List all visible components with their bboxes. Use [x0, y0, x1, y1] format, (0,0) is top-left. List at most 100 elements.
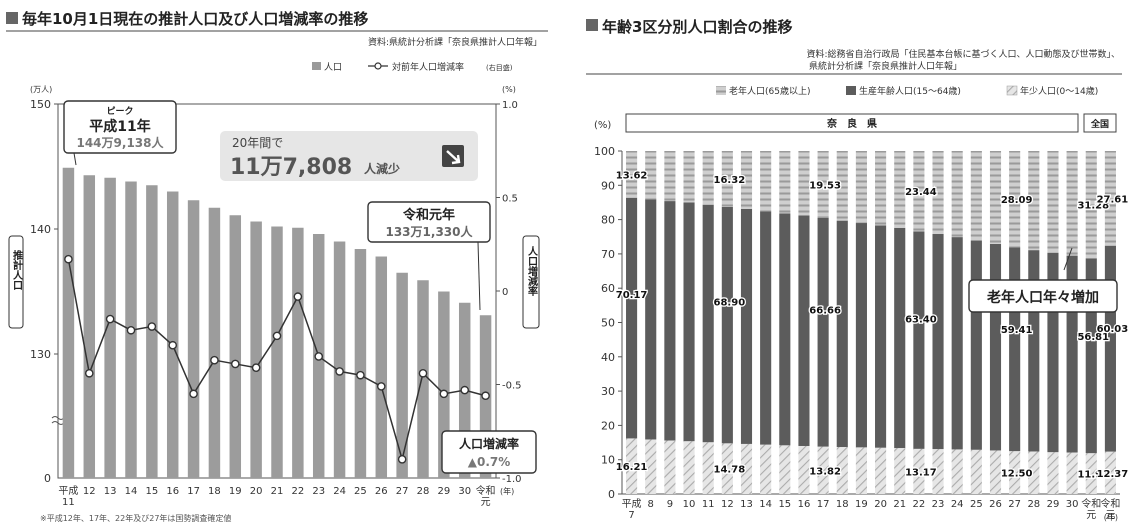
y-tick: 50	[601, 317, 615, 330]
legend-working-swatch	[846, 86, 856, 95]
rate-point	[356, 370, 365, 380]
x-tick-label: 10	[683, 499, 696, 510]
population-bar	[292, 227, 304, 478]
old-value-label: 13.62	[616, 170, 648, 181]
working-bar	[932, 234, 944, 450]
x-tick-label: 30	[458, 486, 471, 497]
axis-break	[51, 416, 65, 425]
x-tick-label: 平成	[58, 485, 78, 497]
young-bar	[645, 439, 657, 494]
source-line-2: 県統計分析課「奈良県推計人口年報」	[809, 60, 962, 72]
x-tick-label: 21	[893, 499, 906, 510]
x-tick-label: 17	[187, 486, 200, 497]
working-bar	[760, 211, 772, 445]
population-bar	[166, 191, 179, 478]
x-tick-label: 15	[778, 499, 791, 510]
x-tick-label: 14	[759, 499, 772, 510]
rate-point	[168, 340, 178, 350]
old-bar	[932, 151, 944, 235]
old-value-label: 23.44	[905, 187, 937, 198]
old-bar	[740, 151, 753, 209]
working-bar	[702, 204, 714, 443]
rate-point	[293, 292, 303, 301]
working-value-label: 70.17	[616, 290, 648, 301]
old-bar	[1047, 151, 1059, 253]
young-bar	[664, 440, 676, 494]
young-bar	[626, 438, 638, 494]
age-structure-chart: 年齢3区分別人口割合の推移 資料:総務省自治行政局「住民基本台帳に基づく人口、人…	[586, 18, 1128, 522]
x-tick-label: 25	[354, 486, 367, 497]
legend-old-swatch	[716, 86, 726, 95]
y-tick: 100	[594, 145, 615, 158]
old-value-label: 27.61	[1097, 194, 1128, 205]
y-tick: 60	[601, 282, 615, 295]
x-tick-label: 11	[702, 499, 715, 510]
x-tick-label: 20	[874, 499, 887, 510]
working-bar	[779, 213, 791, 446]
working-bar	[664, 201, 676, 441]
young-bar	[836, 447, 848, 494]
callout-text: 老年人口年々増加	[987, 289, 1099, 306]
working-value-label: 63.40	[905, 314, 937, 325]
x-tick-label: 21	[271, 486, 284, 497]
x-tick-label: 15	[145, 486, 158, 497]
young-bar	[855, 447, 867, 494]
old-bar	[989, 151, 1002, 244]
population-bar	[438, 291, 450, 478]
young-bar	[932, 449, 944, 494]
working-bar	[1028, 250, 1040, 452]
working-bar	[989, 243, 1002, 451]
y-right-tick: -1.0	[502, 474, 522, 485]
y-right-tick: -0.5	[502, 381, 522, 392]
young-bar	[779, 445, 791, 494]
working-bar	[740, 208, 753, 444]
young-bar	[1104, 451, 1116, 494]
x-tick-label: 23	[312, 486, 325, 497]
working-value-label: 60.03	[1097, 324, 1128, 335]
old-value-label: 31.28	[1077, 201, 1109, 212]
x-tick-label: 13	[740, 499, 753, 510]
working-bar	[683, 202, 695, 442]
x-tick-label: 17	[817, 499, 830, 510]
young-bar	[760, 444, 772, 494]
svg-text:奈 良 県: 奈 良 県	[826, 117, 877, 130]
legend-population: 人口	[324, 62, 342, 73]
y-tick: 40	[601, 351, 615, 364]
working-bar	[645, 199, 657, 440]
population-bar	[271, 226, 283, 478]
young-bar	[798, 445, 810, 494]
legend-rate: 対前年人口増減率	[392, 61, 464, 73]
old-bar	[702, 151, 714, 205]
old-bar	[913, 151, 925, 232]
y-right-tick: 0.5	[502, 194, 518, 205]
x-tick-label: 22	[291, 486, 304, 497]
x-tick-label: 14	[125, 486, 138, 497]
reiwa-annotation: 令和元年 133万1,330人	[367, 201, 491, 311]
old-bar	[1104, 151, 1116, 246]
young-bar	[951, 449, 963, 494]
working-bar	[721, 206, 733, 444]
x-tick-label: 令和	[476, 484, 496, 497]
decrease-small: 人減少	[364, 161, 400, 176]
left-axis-label: 推計人口	[11, 249, 23, 290]
population-bar	[396, 272, 408, 478]
working-bar	[1009, 247, 1021, 452]
old-bar	[1085, 151, 1097, 259]
rate-point	[460, 385, 470, 395]
population-bar	[333, 241, 346, 478]
rate-point	[397, 454, 407, 464]
y-tick: 0	[608, 488, 615, 501]
y-right-tick: 1.0	[502, 100, 518, 111]
population-chart: 毎年10月1日現在の推計人口及び人口増減率の推移 資料:県統計分析課「奈良県推計…	[6, 10, 548, 522]
old-bar	[798, 151, 810, 216]
x-tick-label: 29	[1047, 499, 1060, 510]
population-bar	[62, 167, 75, 478]
legend-line-marker	[374, 62, 382, 70]
elderly-callout: 老年人口年々増加	[968, 247, 1118, 313]
young-value-label: 13.17	[905, 467, 937, 478]
x-tick-label: 平成	[622, 498, 642, 510]
old-bar	[894, 151, 906, 228]
young-bar	[1009, 451, 1021, 494]
working-value-label: 68.90	[714, 298, 746, 309]
rate-point	[126, 325, 136, 335]
